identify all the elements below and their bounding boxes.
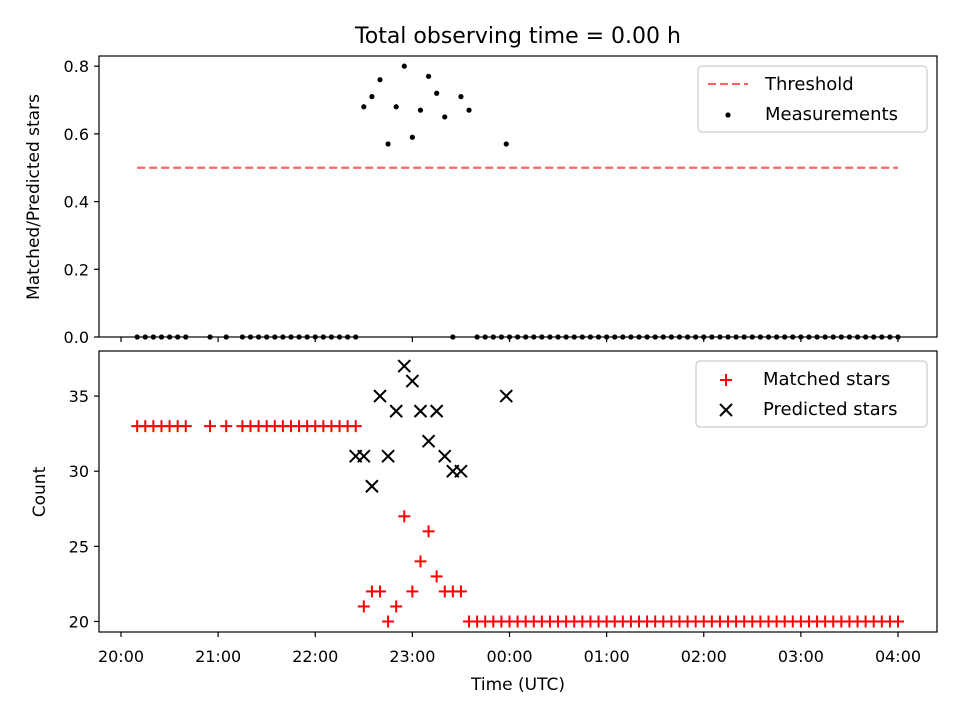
matched-star-point (374, 585, 386, 598)
top-y-tick-label: 0.6 (64, 125, 89, 144)
predicted-star-point (405, 374, 420, 388)
x-tick-label: 22:00 (292, 647, 338, 666)
top-panel: 0.00.20.40.60.8 Matched/Predicted stars … (24, 55, 938, 347)
legend-matched-swatch (720, 374, 732, 386)
predicted-star-point (499, 389, 513, 403)
matched-star-point (414, 555, 427, 568)
predicted-star-point (373, 389, 387, 403)
measurement-point (458, 94, 464, 100)
top-legend: Threshold Measurements (697, 65, 928, 133)
matched-star-point (406, 585, 419, 598)
legend-predicted-label: Predicted stars (763, 399, 897, 420)
legend-measurements-label: Measurements (765, 104, 898, 125)
top-legend-frame (697, 65, 928, 133)
measurement-point (466, 107, 472, 113)
measurement-point (425, 73, 432, 79)
legend-threshold-label: Threshold (764, 74, 854, 95)
bottom-axis-ticks: 20 25 30 35 20:00 21:00 22:00 23:00 00:00 01:00 02… (69, 387, 921, 666)
top-y-tick-label: 0.8 (64, 57, 89, 76)
predicted-star-point (365, 479, 379, 493)
bottom-y-tick-label: 20 (69, 612, 89, 631)
measurement-point (361, 104, 367, 110)
top-y-axis-label: Matched/Predicted stars (24, 94, 44, 300)
predicted-star-point (421, 434, 436, 448)
bottom-panel: 20 25 30 35 20:00 21:00 22:00 23:00 00:00 01:00 02… (30, 350, 938, 695)
x-tick-label: 23:00 (389, 647, 435, 666)
measurement-point (434, 90, 440, 96)
measurement-point (401, 63, 407, 69)
matched-star-point (357, 600, 370, 613)
predicted-star-point (381, 449, 395, 463)
bottom-legend: Matched stars Predicted stars (695, 360, 928, 428)
x-tick-label: 00:00 (486, 647, 532, 666)
top-axes-frame (98, 55, 938, 338)
legend-matched-label: Matched stars (763, 369, 890, 390)
top-y-tick-label: 0.0 (64, 328, 89, 347)
bottom-plot-area (131, 359, 904, 628)
predicted-star-point (389, 404, 403, 418)
predicted-star-point (454, 464, 468, 478)
matched-star-point (398, 510, 411, 523)
matched-star-point (454, 585, 467, 598)
matched-star-point (892, 615, 904, 628)
predicted-star-point (357, 449, 371, 463)
x-tick-label: 21:00 (195, 647, 241, 666)
top-y-tick-label: 0.4 (64, 193, 89, 212)
measurement-point (369, 94, 375, 100)
measurement-point (442, 114, 448, 120)
x-tick-label: 20:00 (98, 647, 144, 666)
matched-star-point (349, 420, 362, 433)
bottom-y-tick-label: 35 (69, 387, 89, 406)
matched-star-point (382, 615, 395, 628)
chart-title: Total observing time = 0.00 h (354, 24, 681, 49)
predicted-star-point (438, 449, 452, 463)
bottom-axes-frame (98, 350, 938, 633)
bottom-y-tick-label: 25 (69, 537, 89, 556)
matched-star-point (179, 420, 192, 433)
legend-measurements-swatch (725, 112, 731, 118)
matched-star-point (204, 420, 217, 433)
measurement-point (409, 134, 415, 140)
x-tick-label: 01:00 (584, 647, 630, 666)
matched-star-point (390, 600, 403, 613)
bottom-y-tick-label: 30 (69, 462, 89, 481)
predicted-star-point (429, 404, 444, 418)
measurement-point (417, 107, 424, 113)
bottom-legend-frame (695, 360, 928, 428)
predicted-star-point (413, 404, 428, 418)
legend-predicted-swatch (719, 403, 733, 417)
measurement-point (393, 104, 399, 110)
matched-star-point (422, 525, 435, 538)
matched-star-point (430, 570, 443, 583)
x-tick-label: 04:00 (875, 647, 921, 666)
x-axis-label: Time (UTC) (470, 675, 565, 695)
predicted-star-point (397, 359, 411, 373)
measurement-point (385, 141, 391, 147)
measurement-point (503, 141, 509, 147)
x-tick-label: 02:00 (681, 647, 727, 666)
top-y-tick-label: 0.2 (64, 260, 89, 279)
x-tick-label: 03:00 (778, 647, 824, 666)
bottom-y-axis-label: Count (30, 466, 50, 517)
matched-star-point (220, 420, 233, 433)
measurement-point (377, 77, 383, 83)
